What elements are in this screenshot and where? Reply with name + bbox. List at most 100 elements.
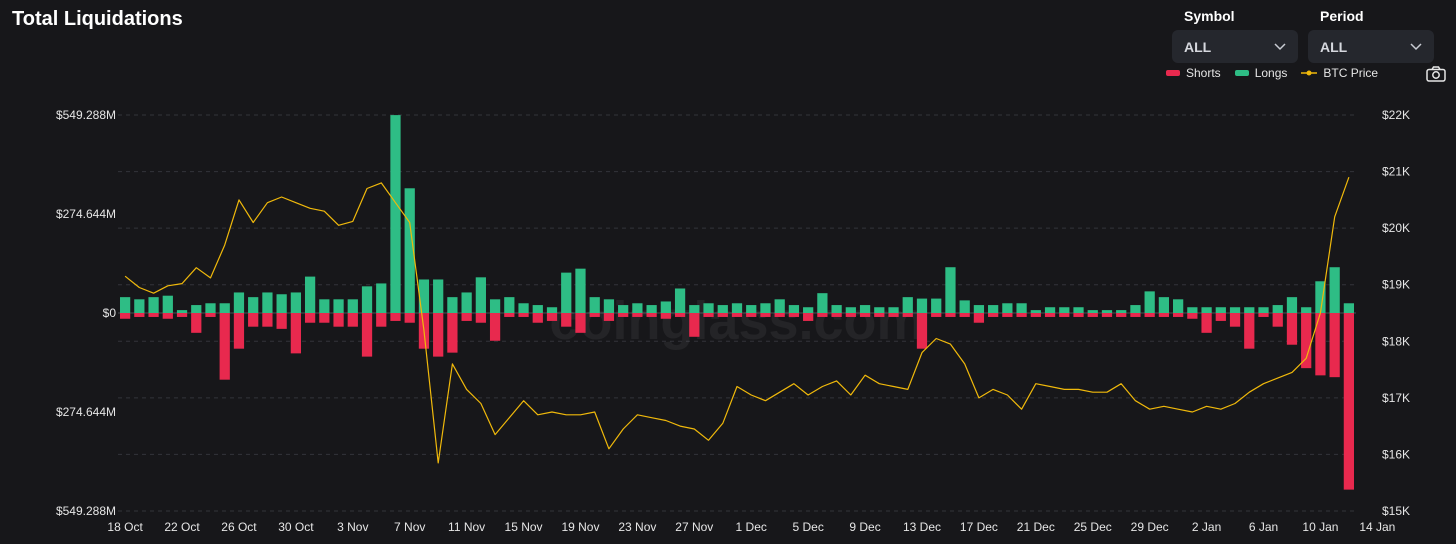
bar-shorts: [347, 313, 358, 327]
legend-item-longs[interactable]: Longs: [1234, 66, 1287, 80]
period-value: ALL: [1320, 38, 1348, 55]
bar-longs: [1201, 307, 1212, 313]
bar-shorts: [945, 313, 956, 317]
legend-label-btc-price: BTC Price: [1323, 66, 1379, 80]
bar-shorts: [276, 313, 287, 329]
legend-item-shorts[interactable]: Shorts: [1166, 66, 1221, 80]
bar-shorts: [1016, 313, 1027, 317]
bar-longs: [575, 268, 586, 313]
bar-shorts: [575, 313, 586, 333]
x-tick-label: 27 Nov: [675, 520, 713, 534]
bar-shorts: [731, 313, 743, 317]
bar-longs: [304, 276, 316, 313]
bar-shorts: [1130, 313, 1141, 317]
y-left-tick-label: $0: [103, 306, 117, 320]
bar-longs: [1272, 305, 1283, 313]
bar-longs: [845, 307, 856, 313]
chevron-down-icon: [1274, 42, 1286, 50]
bar-longs: [262, 292, 273, 313]
bar-longs: [376, 283, 387, 313]
bar-longs: [746, 305, 757, 313]
x-tick-label: 9 Dec: [849, 520, 880, 534]
x-tick-label: 13 Dec: [903, 520, 941, 534]
bar-shorts: [931, 313, 942, 317]
bar-longs: [959, 300, 970, 313]
bar-shorts: [546, 313, 558, 321]
y-right-tick-label: $21K: [1382, 165, 1410, 179]
bar-shorts: [589, 313, 600, 317]
bar-shorts: [1116, 313, 1127, 317]
bar-longs: [1229, 307, 1241, 313]
x-tick-label: 29 Dec: [1131, 520, 1169, 534]
y-left-tick-label: $274.644M: [56, 207, 116, 221]
bar-shorts: [831, 313, 842, 317]
bar-longs: [1301, 307, 1312, 313]
bar-shorts: [916, 313, 928, 349]
bar-longs: [632, 303, 643, 313]
period-control: Period ALL: [1308, 8, 1434, 63]
x-tick-label: 7 Nov: [394, 520, 425, 534]
bar-longs: [461, 292, 472, 313]
bar-longs: [931, 298, 942, 313]
bar-longs: [489, 299, 501, 313]
bar-longs: [1101, 310, 1113, 313]
bar-longs: [1215, 307, 1226, 313]
symbol-value: ALL: [1184, 38, 1212, 55]
legend-item-btc-price[interactable]: BTC Price: [1301, 66, 1378, 80]
bar-longs: [1059, 307, 1070, 313]
bar-shorts: [603, 313, 615, 321]
bar-shorts: [1187, 313, 1198, 319]
legend-swatch-longs: [1234, 70, 1249, 76]
bar-shorts: [1272, 313, 1283, 327]
bar-shorts: [319, 313, 330, 323]
x-tick-label: 25 Dec: [1074, 520, 1112, 534]
chart-legend: Shorts Longs BTC Price: [1166, 66, 1378, 80]
bar-longs: [1044, 307, 1056, 313]
bar-shorts: [489, 313, 501, 341]
y-right-tick-label: $22K: [1382, 108, 1410, 122]
bar-shorts: [518, 313, 529, 317]
bar-longs: [447, 297, 458, 313]
bar-shorts: [902, 313, 913, 317]
symbol-label: Symbol: [1184, 8, 1235, 24]
bar-longs: [703, 303, 714, 313]
bar-longs: [589, 297, 600, 313]
bar-shorts: [817, 313, 828, 317]
bar-shorts: [376, 313, 387, 327]
bar-longs: [1244, 307, 1255, 313]
bar-longs: [1144, 291, 1155, 313]
bar-shorts: [532, 313, 543, 323]
bar-longs: [831, 305, 842, 313]
bar-longs: [1187, 307, 1198, 313]
x-tick-label: 14 Jan: [1359, 520, 1395, 534]
bar-shorts: [1229, 313, 1241, 327]
bar-longs: [176, 310, 188, 313]
bar-shorts: [959, 313, 970, 317]
bar-longs: [717, 305, 728, 313]
symbol-select[interactable]: ALL: [1172, 30, 1298, 63]
bar-shorts: [262, 313, 273, 327]
bar-longs: [390, 115, 401, 313]
period-select[interactable]: ALL: [1308, 30, 1434, 63]
bar-longs: [134, 299, 145, 313]
bar-shorts: [205, 313, 216, 317]
bar-shorts: [1158, 313, 1170, 317]
bar-longs: [404, 188, 415, 313]
bar-longs: [219, 303, 230, 313]
y-right-tick-label: $16K: [1382, 447, 1410, 461]
bar-shorts: [504, 313, 515, 317]
bar-longs: [603, 299, 615, 313]
bar-longs: [1116, 310, 1127, 313]
period-label: Period: [1320, 8, 1364, 24]
bar-longs: [803, 307, 814, 313]
bar-longs: [561, 272, 572, 313]
x-tick-label: 6 Jan: [1249, 520, 1278, 534]
x-tick-label: 18 Oct: [107, 520, 143, 534]
bar-longs: [319, 299, 330, 313]
x-tick-label: 10 Jan: [1302, 520, 1338, 534]
bar-longs: [859, 305, 871, 313]
camera-icon[interactable]: [1426, 66, 1446, 82]
bar-shorts: [1315, 313, 1326, 376]
bar-longs: [1315, 281, 1326, 313]
